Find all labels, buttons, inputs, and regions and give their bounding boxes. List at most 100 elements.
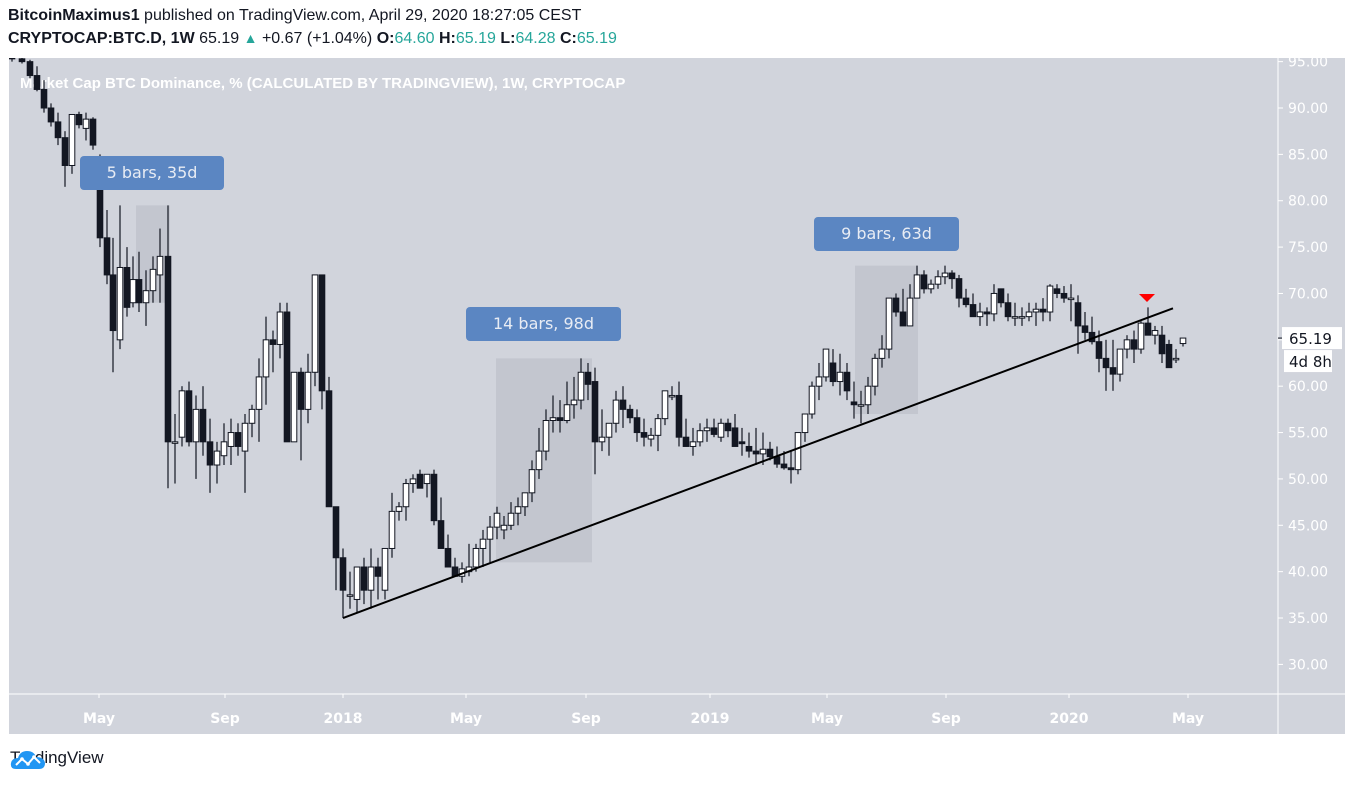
candle-bull xyxy=(255,376,263,410)
candle-bull xyxy=(1137,322,1145,350)
candle-bear xyxy=(710,427,718,435)
candle-bear xyxy=(360,566,368,591)
candle-bull xyxy=(241,422,249,452)
candle-bull xyxy=(1011,316,1019,319)
candle-bull xyxy=(689,441,697,447)
candle-bull xyxy=(668,394,676,398)
candle-bear xyxy=(75,113,83,126)
candle-bear xyxy=(26,61,34,77)
candle-bear xyxy=(325,390,333,508)
candle-bull xyxy=(395,506,403,512)
candle-bear xyxy=(318,274,326,392)
close-label: C: xyxy=(559,30,577,47)
candle-bull xyxy=(514,506,522,514)
candle-bull xyxy=(1046,285,1054,313)
candle-bull xyxy=(1116,348,1124,375)
candle-bear xyxy=(1004,302,1012,318)
candle-bear xyxy=(766,448,774,458)
range-label-text: 14 bars, 98d xyxy=(493,314,594,333)
candle-bear xyxy=(206,441,214,466)
candle-bull xyxy=(276,311,284,345)
candle-bear xyxy=(1109,367,1117,375)
candle-bull xyxy=(815,376,823,387)
y-tick-label: 30.00 xyxy=(1288,657,1328,673)
candle-bull xyxy=(934,276,942,285)
candle-bear xyxy=(269,339,277,345)
candle-bull xyxy=(213,450,221,466)
candle-bear xyxy=(780,463,788,469)
candle-bull xyxy=(794,432,802,471)
candle-bull xyxy=(353,566,361,600)
candle-bull xyxy=(906,297,914,327)
candle-bear xyxy=(899,311,907,327)
range-label-box xyxy=(466,307,621,341)
candle-bear xyxy=(1102,357,1110,369)
candle-bear xyxy=(1095,341,1103,359)
candle-bull xyxy=(605,422,613,438)
candle-bull xyxy=(479,538,487,549)
candlestick-chart[interactable]: Market Cap BTC Dominance, % (CALCULATED … xyxy=(9,58,1345,734)
candle-bull xyxy=(82,118,90,129)
candle-bear xyxy=(843,371,851,392)
y-tick-label: 70.00 xyxy=(1288,286,1328,302)
candle-bear xyxy=(164,255,172,443)
range-label-box xyxy=(80,156,224,190)
candle-bull xyxy=(402,483,410,508)
chart-area[interactable]: Market Cap BTC Dominance, % (CALCULATED … xyxy=(9,58,1345,734)
candle-bull xyxy=(149,268,157,292)
candle-bull xyxy=(1123,339,1131,350)
candle-bear xyxy=(18,58,26,63)
candle-bear xyxy=(948,272,956,280)
candle-bear xyxy=(892,297,900,313)
candle-bull xyxy=(262,339,270,378)
candle-bear xyxy=(619,399,627,410)
candle-bull xyxy=(661,390,669,420)
candle-bear xyxy=(682,436,690,447)
candle-bull xyxy=(871,357,879,387)
candle-bear xyxy=(437,520,445,549)
candle-bear xyxy=(584,371,592,385)
candle-bear xyxy=(1060,292,1068,299)
symbol-info-bar: CRYPTOCAP:BTC.D, 1W 65.19 ▲ +0.67 (+1.04… xyxy=(8,30,617,48)
y-tick-label: 35.00 xyxy=(1288,611,1328,627)
candle-bull xyxy=(227,432,235,447)
candle-bear xyxy=(416,473,424,489)
candle-bear xyxy=(374,566,382,577)
range-label-text: 5 bars, 35d xyxy=(107,163,198,182)
candle-bull xyxy=(1032,308,1040,313)
candle-bull xyxy=(836,371,844,383)
candle-bull xyxy=(885,297,893,350)
candle-bear xyxy=(626,408,634,419)
candle-bear xyxy=(185,390,193,443)
change-value: +0.67 (+1.04%) xyxy=(261,30,373,47)
candle-bull xyxy=(598,436,606,443)
candle-bull xyxy=(759,448,767,455)
candle-bear xyxy=(339,557,347,591)
candle-bull xyxy=(570,399,578,406)
candle-bear xyxy=(633,417,641,434)
chart-title: Market Cap BTC Dominance, % (CALCULATED … xyxy=(20,75,625,92)
candle-bear xyxy=(969,304,977,318)
author-name[interactable]: BitcoinMaximus1 xyxy=(8,7,140,24)
candle-bear xyxy=(1081,325,1089,333)
candle-bull xyxy=(647,434,655,440)
publish-text: published on TradingView.com, April 29, … xyxy=(139,7,582,24)
candle-bear xyxy=(430,473,438,522)
candle-bear xyxy=(738,441,746,445)
candle-bull xyxy=(654,418,662,436)
open-label: O: xyxy=(376,30,395,47)
candle-bear xyxy=(109,274,117,332)
candle-bear xyxy=(920,274,928,290)
candle-bear xyxy=(997,288,1005,304)
tradingview-logo[interactable]: TradingView xyxy=(10,748,104,769)
candle-bull xyxy=(878,348,886,359)
candle-bull xyxy=(1018,316,1026,319)
candle-bear xyxy=(283,311,291,443)
triangle-up-icon: ▲ xyxy=(243,30,258,46)
candle-bear xyxy=(983,311,991,315)
trendline[interactable] xyxy=(342,307,1174,619)
candle-bear xyxy=(752,450,760,455)
low-value: 64.28 xyxy=(515,30,556,47)
candle-bull xyxy=(304,371,312,410)
x-tick-label: May xyxy=(1172,711,1204,727)
